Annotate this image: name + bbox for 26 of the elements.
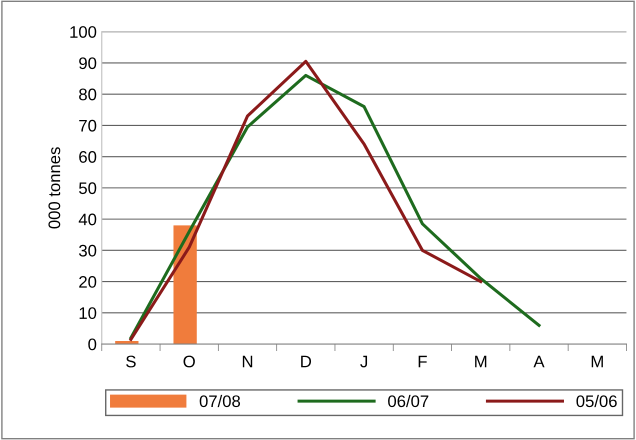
y-tick-label: 20 <box>79 276 96 288</box>
y-axis-title: 000 tonnes <box>48 147 60 228</box>
x-tick-label: M <box>475 356 486 368</box>
x-tick-label: O <box>184 356 195 368</box>
y-tick-label: 30 <box>79 244 96 257</box>
y-tick-label: 90 <box>79 57 96 70</box>
y-tick-label: 60 <box>79 151 96 163</box>
y-tick-label: 10 <box>80 307 96 320</box>
y-tick-label: 50 <box>79 182 96 194</box>
legend-label: 05/06 <box>576 394 617 408</box>
line-series <box>129 74 541 340</box>
x-tick-label: N <box>242 356 252 368</box>
y-tick-label: 70 <box>79 120 96 132</box>
x-tick-label: M <box>592 356 603 368</box>
line-series <box>129 60 482 341</box>
y-tick-label: 80 <box>79 88 96 100</box>
y-tick-label: 40 <box>78 214 96 226</box>
x-tick-label: S <box>126 356 136 368</box>
y-tick-label: 0 <box>88 338 96 350</box>
x-tick-label: A <box>533 356 545 368</box>
x-tick-label: J <box>360 356 368 368</box>
x-tick-label: F <box>418 356 427 368</box>
legend-label: 07/08 <box>200 394 240 408</box>
x-tick-label: D <box>301 356 312 368</box>
legend-label: 06/07 <box>388 394 428 408</box>
y-tick-label: 100 <box>70 26 96 38</box>
